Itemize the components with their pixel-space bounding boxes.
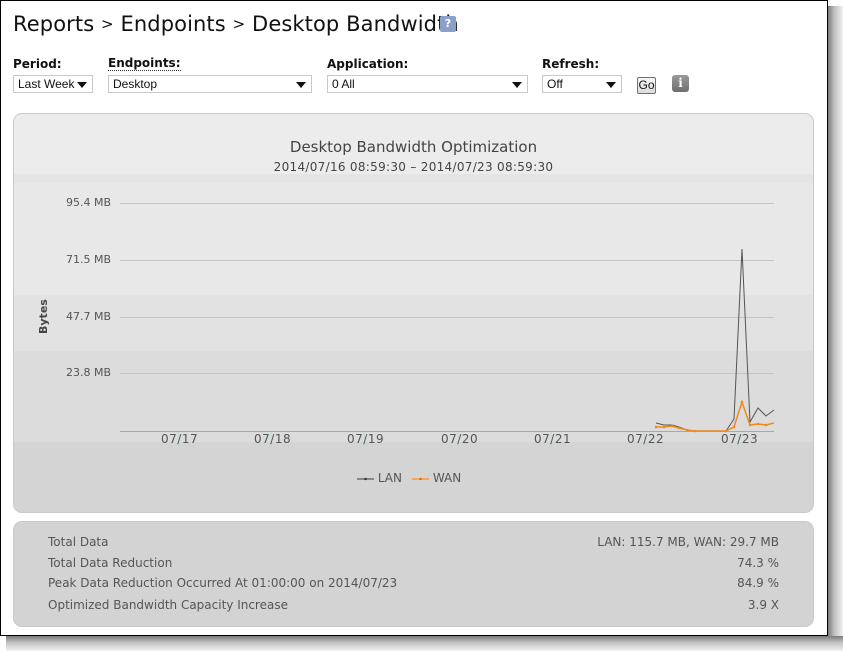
refresh-value: Off [547, 77, 563, 91]
stat-value: LAN: 115.7 MB, WAN: 29.7 MB [597, 535, 779, 549]
lan-series-line [655, 248, 775, 432]
stat-row-peak-reduction: Peak Data Reduction Occurred At 01:00:00… [48, 576, 779, 590]
x-tick-label: 07/17 [161, 432, 199, 446]
x-tick-label: 07/19 [347, 432, 385, 446]
x-tick-label: 07/18 [254, 432, 292, 446]
chart-stripe [14, 174, 813, 183]
chart-header-band [14, 114, 813, 174]
chevron-down-icon [77, 82, 87, 88]
refresh-label: Refresh: [542, 57, 600, 71]
breadcrumb-current: Desktop Bandwidth [252, 12, 459, 36]
window-shadow-right [828, 6, 843, 651]
chart-band-2 [14, 295, 813, 351]
stats-panel: Total Data LAN: 115.7 MB, WAN: 29.7 MB T… [13, 521, 814, 627]
help-icon[interactable]: ? [440, 16, 456, 32]
go-button[interactable]: Go [637, 77, 656, 94]
breadcrumb-separator: > [232, 15, 246, 33]
endpoints-value: Desktop [113, 77, 158, 91]
application-value: 0 All [332, 77, 355, 91]
stat-value: 3.9 X [747, 598, 779, 612]
application-label: Application: [327, 57, 409, 71]
chevron-down-icon [606, 82, 616, 88]
chart-title: Desktop Bandwidth Optimization [289, 138, 538, 156]
stat-row-capacity-increase: Optimized Bandwidth Capacity Increase 3.… [48, 598, 779, 612]
page-title-breadcrumb: Reports > Endpoints > Desktop Bandwidth [13, 12, 459, 36]
stat-row-total-reduction: Total Data Reduction 74.3 % [48, 556, 779, 570]
x-tick-label: 07/21 [534, 432, 572, 446]
refresh-select[interactable]: Off [542, 75, 622, 93]
wan-series-line [656, 399, 775, 432]
legend-lan[interactable]: LAN [357, 471, 402, 485]
endpoints-label[interactable]: Endpoints: [108, 56, 181, 71]
stat-label: Total Data Reduction [48, 556, 173, 570]
stat-value: 74.3 % [737, 556, 779, 570]
x-tick-label: 07/20 [441, 432, 479, 446]
report-window: Reports > Endpoints > Desktop Bandwidth … [0, 0, 828, 636]
breadcrumb-reports[interactable]: Reports [13, 12, 95, 36]
stat-value: 84.9 % [737, 576, 779, 590]
stat-label: Total Data [48, 535, 109, 549]
y-tick-label: 71.5 MB [65, 253, 111, 266]
period-label: Period: [13, 57, 62, 71]
window-shadow-bottom [6, 636, 843, 651]
application-select[interactable]: 0 All [327, 75, 528, 93]
chart-band-1 [14, 183, 813, 295]
info-icon[interactable]: i [672, 75, 689, 92]
y-tick-label: 47.7 MB [65, 310, 111, 323]
y-tick-label: 23.8 MB [65, 366, 111, 379]
period-value: Last Week [18, 77, 75, 91]
stat-label: Optimized Bandwidth Capacity Increase [48, 598, 288, 612]
stat-row-total-data: Total Data LAN: 115.7 MB, WAN: 29.7 MB [48, 535, 779, 549]
wan-legend-marker-icon [412, 477, 429, 480]
lan-legend-marker-icon [357, 477, 374, 480]
legend-wan[interactable]: WAN [412, 471, 461, 485]
chevron-down-icon [296, 82, 306, 88]
x-tick-label: 07/23 [721, 432, 759, 446]
endpoints-select[interactable]: Desktop [108, 75, 312, 93]
legend-wan-label: WAN [432, 471, 462, 485]
chevron-down-icon [512, 82, 522, 88]
stat-label: Peak Data Reduction Occurred At 01:00:00… [48, 576, 398, 590]
chart-panel: Desktop Bandwidth Optimization 2014/07/1… [13, 113, 814, 513]
chart-plot [120, 203, 775, 440]
y-tick-label: 95.4 MB [65, 196, 111, 209]
x-tick-label: 07/22 [627, 432, 665, 446]
chart-subtitle: 2014/07/16 08:59:30 – 2014/07/23 08:59:3… [273, 160, 554, 174]
chart-band-4 [14, 442, 813, 512]
breadcrumb-separator: > [101, 15, 114, 33]
legend-lan-label: LAN [377, 471, 402, 485]
breadcrumb-endpoints[interactable]: Endpoints [120, 12, 226, 36]
period-select[interactable]: Last Week [13, 75, 93, 93]
